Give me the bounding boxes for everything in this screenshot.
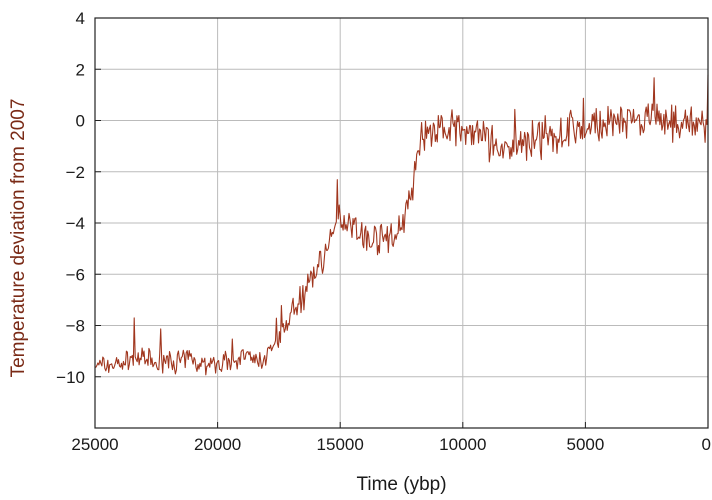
x-tick-label: 25000: [71, 435, 118, 454]
y-tick-labels: −10 −8 −6 −4 −2 0 2 4: [56, 9, 85, 387]
y-tick-label: 4: [76, 9, 85, 28]
axis-ticks: [94, 17, 709, 428]
y-tick-label: −6: [66, 265, 85, 284]
y-axis-label: Temperature deviation from 2007: [8, 99, 29, 378]
y-tick-label: −8: [66, 317, 85, 336]
y-tick-label: −2: [66, 163, 85, 182]
y-tick-label: 0: [76, 112, 85, 131]
x-tick-label: 10000: [439, 435, 486, 454]
x-tick-label: 20000: [194, 435, 241, 454]
x-axis-label: Time (ybp): [356, 474, 446, 495]
x-tick-label: 15000: [317, 435, 364, 454]
y-tick-label: −10: [56, 368, 85, 387]
x-tick-labels: 25000 20000 15000 10000 5000 0: [71, 435, 711, 454]
y-tick-label: −4: [66, 214, 85, 233]
y-tick-label: 2: [76, 60, 85, 79]
x-tick-label: 5000: [566, 435, 604, 454]
temperature-series-line: [94, 74, 709, 376]
x-tick-label: 0: [702, 435, 711, 454]
temperature-series: [94, 74, 709, 376]
gridlines: [95, 18, 708, 428]
